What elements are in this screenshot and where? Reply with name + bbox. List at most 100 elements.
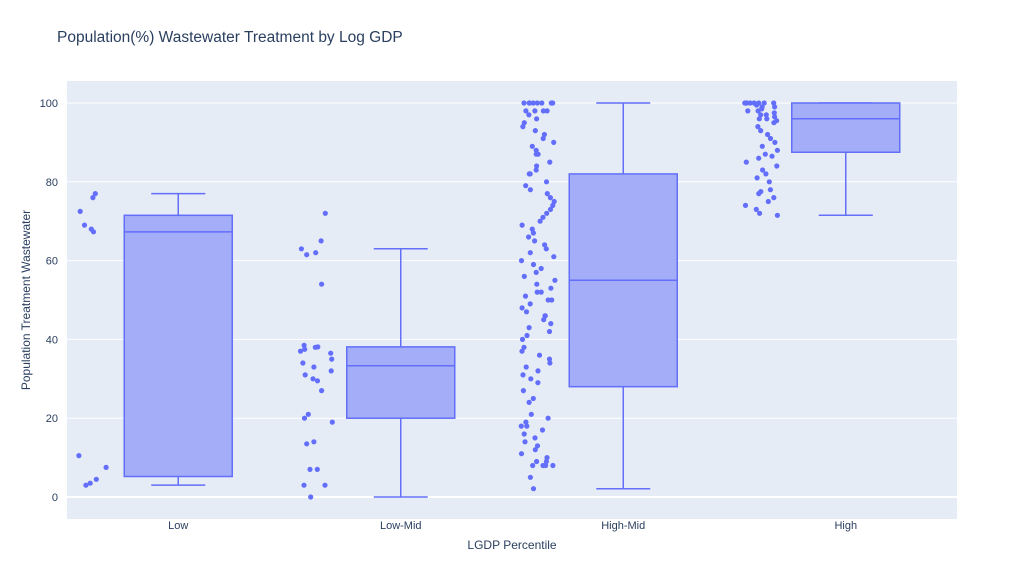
y-tick-label: 0: [52, 492, 58, 504]
data-point: [533, 151, 539, 157]
data-point: [312, 344, 318, 350]
data-point: [755, 108, 761, 114]
data-point: [314, 378, 321, 384]
data-point: [772, 104, 778, 110]
data-point: [528, 411, 534, 417]
data-point: [90, 195, 96, 201]
data-point: [530, 261, 537, 268]
data-point: [534, 443, 541, 449]
data-point: [547, 159, 553, 165]
data-point: [774, 147, 781, 153]
data-point: [302, 372, 308, 378]
data-point: [529, 143, 535, 149]
data-point: [758, 112, 764, 118]
data-point: [760, 167, 766, 173]
data-point: [527, 187, 534, 193]
data-point: [762, 151, 768, 157]
data-point: [526, 100, 532, 106]
data-point: [753, 206, 759, 212]
data-point: [83, 482, 89, 488]
data-point: [745, 108, 751, 114]
data-point: [536, 352, 543, 358]
data-point: [543, 246, 549, 252]
data-point: [524, 423, 530, 429]
box-series: [123, 102, 901, 498]
data-point: [521, 431, 527, 437]
data-point: [535, 380, 541, 386]
data-point: [530, 462, 536, 469]
y-tick-label: 60: [46, 256, 58, 268]
data-point: [304, 252, 310, 258]
data-point: [544, 191, 550, 197]
data-point: [304, 441, 310, 447]
y-tick-labels: 0 20 40 60 80 100: [40, 98, 58, 504]
data-point: [546, 356, 553, 362]
data-point: [546, 328, 553, 335]
data-point: [764, 116, 770, 122]
data-point: [547, 360, 553, 366]
data-point: [521, 120, 527, 126]
data-point: [103, 464, 109, 470]
data-point: [523, 183, 529, 189]
data-point: [311, 439, 317, 445]
x-axis-title: LGDP Percentile: [467, 538, 557, 552]
data-point: [530, 395, 536, 402]
data-point: [537, 218, 543, 224]
data-point: [544, 108, 550, 114]
data-point: [551, 254, 557, 260]
box-high: [791, 102, 901, 217]
data-point: [542, 313, 548, 319]
data-point: [523, 309, 530, 315]
data-point: [767, 187, 774, 193]
data-point: [526, 112, 532, 118]
data-point: [542, 242, 548, 248]
data-point: [756, 155, 762, 161]
box-body: [791, 102, 901, 153]
data-point: [532, 435, 538, 441]
data-point: [519, 348, 525, 354]
data-point: [322, 210, 328, 216]
data-point: [549, 297, 555, 303]
data-point: [544, 210, 550, 216]
y-tick-label: 100: [40, 98, 58, 110]
x-tick-label: Low: [168, 520, 188, 532]
data-point: [548, 100, 554, 106]
data-point: [534, 281, 540, 287]
data-point: [300, 360, 306, 366]
data-point: [522, 293, 529, 299]
data-point: [520, 372, 526, 378]
data-point: [759, 143, 765, 149]
data-point: [526, 325, 532, 331]
data-point: [522, 439, 528, 445]
data-point: [322, 482, 328, 488]
data-point: [307, 466, 313, 472]
data-point: [529, 226, 535, 232]
data-point: [308, 494, 314, 500]
chart-title: Population(%) Wastewater Treatment by Lo…: [57, 29, 403, 46]
data-point: [527, 301, 533, 307]
data-point: [534, 163, 540, 169]
data-point: [769, 153, 775, 159]
data-point: [534, 289, 540, 295]
data-point: [538, 289, 544, 295]
data-point: [538, 265, 544, 272]
data-point: [319, 281, 325, 287]
data-point: [550, 462, 556, 469]
data-point: [520, 388, 527, 394]
data-point: [541, 131, 548, 138]
data-point: [524, 332, 530, 339]
data-point: [774, 163, 780, 169]
data-point: [765, 198, 771, 205]
data-point: [771, 120, 777, 126]
data-point: [523, 419, 529, 425]
data-point: [743, 159, 749, 165]
data-point: [535, 368, 541, 374]
data-point: [543, 458, 550, 465]
data-point: [527, 250, 533, 256]
box-low-mid: [346, 248, 456, 498]
data-point: [302, 346, 308, 352]
data-point: [540, 135, 546, 142]
data-point: [521, 273, 527, 279]
data-point: [81, 222, 88, 228]
data-point: [772, 114, 778, 120]
